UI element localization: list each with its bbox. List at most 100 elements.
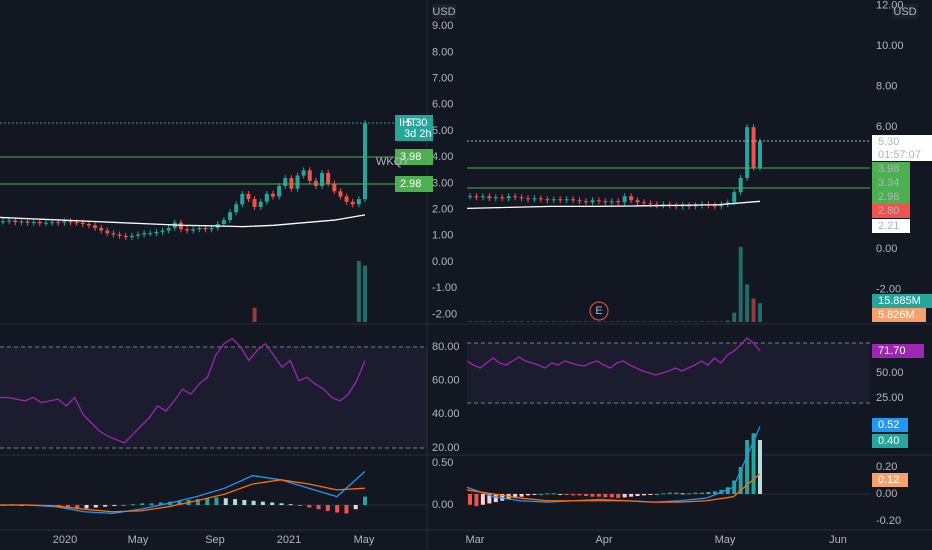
candle [111, 233, 116, 235]
candle [123, 235, 128, 238]
time-tick-label: May [128, 534, 149, 546]
candle [258, 201, 263, 207]
macd-bar [738, 467, 743, 494]
candle [564, 199, 569, 201]
macd-bar [571, 494, 576, 496]
candle [326, 172, 331, 184]
macd-bar [177, 500, 182, 505]
candle [654, 204, 659, 206]
rsi-band [0, 347, 427, 448]
price-tick-label: 7.00 [432, 73, 453, 85]
price-tick-label: 2.00 [432, 204, 453, 216]
candle [221, 220, 226, 225]
candle [264, 193, 269, 202]
macd-bar [214, 497, 219, 505]
indicator-badge-bg [872, 434, 908, 448]
macd-bar [251, 500, 256, 505]
candle [191, 229, 196, 231]
candle [178, 222, 183, 230]
time-tick-label: 2020 [53, 534, 77, 546]
candle [712, 205, 717, 207]
macd-bar [353, 505, 358, 510]
candle [129, 235, 134, 238]
candle [500, 197, 505, 199]
candle [661, 204, 666, 206]
macd-bar [158, 502, 163, 505]
currency-box[interactable] [432, 4, 456, 19]
macd-bar [260, 501, 265, 505]
candle [538, 198, 543, 200]
level-badge: 2.80 [878, 205, 899, 217]
indicator-badge-bg [872, 294, 932, 308]
macd-bar [648, 494, 653, 495]
candle [154, 231, 159, 234]
price-badge: 5.30 [878, 136, 899, 148]
candle [629, 196, 634, 201]
candle [584, 201, 588, 203]
overlay-symbol: WKQY [376, 156, 410, 168]
candle [295, 175, 300, 189]
candle [313, 180, 318, 187]
candle [513, 196, 518, 198]
moving-average [0, 214, 366, 228]
candle [344, 196, 349, 202]
candle [642, 202, 646, 204]
currency[interactable]: USD [432, 6, 455, 18]
candle [363, 123, 367, 200]
macd-bar [603, 494, 608, 498]
candle [687, 205, 692, 207]
rsi-line [0, 337, 366, 444]
macd-bar [195, 499, 200, 505]
macd-bar [513, 494, 518, 499]
macd-bar [616, 494, 621, 499]
level-badge: 3.34 [878, 177, 899, 189]
volume-bar [725, 320, 730, 322]
macd-bar [545, 493, 550, 495]
earnings-label: E [595, 305, 602, 317]
volume-bar [738, 246, 743, 322]
macd-bar [532, 494, 537, 495]
candle [487, 196, 492, 199]
indicator-badge-bg [872, 308, 926, 322]
candle [616, 201, 621, 203]
price-tick-label: -2.00 [432, 308, 457, 320]
macd-bar [674, 492, 679, 494]
candle [185, 229, 190, 231]
indicator-badge-bg [872, 418, 908, 432]
moving-average [466, 200, 761, 210]
candle [246, 193, 251, 200]
macd-bar [725, 487, 730, 494]
candle [31, 221, 36, 223]
price-tick-label: 4.00 [432, 151, 453, 163]
currency[interactable]: USD [893, 6, 916, 18]
candle [240, 193, 245, 205]
macd-bar [745, 440, 750, 494]
candle [203, 227, 208, 230]
macd-bar [687, 493, 692, 495]
candle [283, 178, 288, 187]
candle [635, 200, 640, 203]
candle [74, 222, 79, 224]
macd-bar [622, 494, 627, 498]
candle [117, 234, 122, 236]
level-badge: 2.98 [878, 191, 899, 203]
level-badge: 3.98 [878, 163, 899, 175]
macd-bar [584, 494, 588, 497]
macd-bar [298, 505, 303, 506]
signal-line [0, 479, 366, 513]
macd-bar [335, 505, 340, 513]
volume-bar [758, 303, 762, 322]
candle [590, 200, 595, 203]
macd-bar [712, 491, 717, 494]
macd-bar [635, 494, 640, 497]
macd-bar [149, 503, 154, 505]
indicator-badge-bg [872, 473, 908, 487]
macd-bar [706, 491, 711, 494]
macd-bar [344, 505, 349, 514]
candle [19, 221, 24, 223]
currency-box[interactable] [892, 4, 918, 19]
candle [745, 127, 750, 178]
macd-bar [493, 494, 498, 503]
indicator-badge-bg [872, 344, 924, 358]
candle [532, 198, 537, 200]
